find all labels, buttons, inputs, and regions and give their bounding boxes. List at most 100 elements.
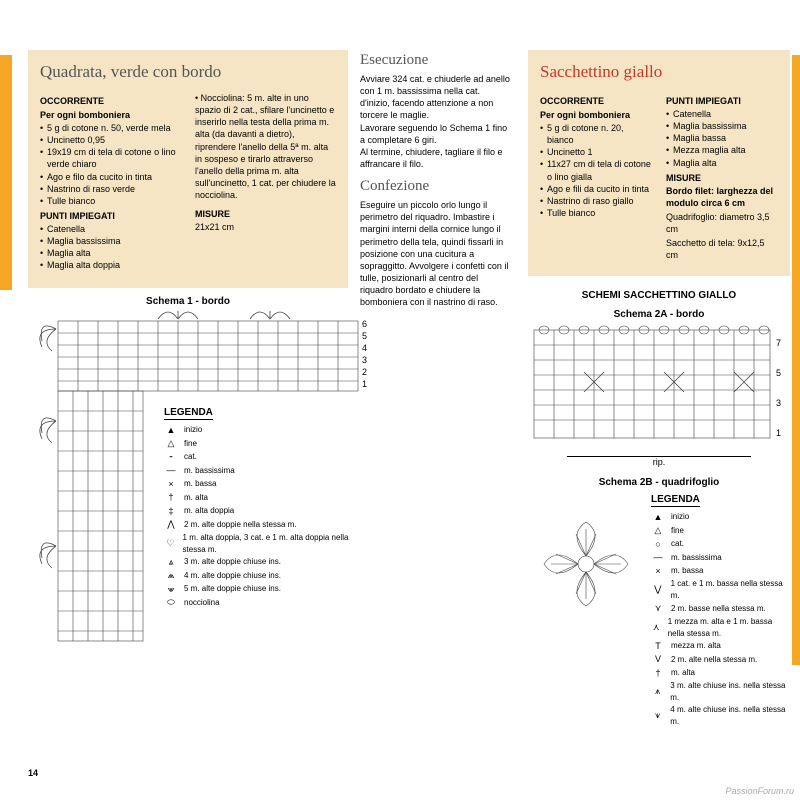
legend-symbol: ⩚ [651, 685, 664, 699]
r-punti-item: Maglia alta [666, 157, 778, 169]
r-punti-item: Maglia bassissima [666, 120, 778, 132]
confezione-text: Eseguire un piccolo orlo lungo il perime… [360, 199, 512, 308]
legend-text: 4 m. alte chiuse ins. nella stessa m. [670, 704, 790, 728]
quadrifoglio-svg [528, 494, 643, 634]
legend-symbol: V [651, 653, 665, 667]
legend-text: m. bassissima [184, 465, 235, 477]
r-occ-item: 11x27 cm di tela di cotone o lino gialla [540, 158, 652, 182]
legend-symbol: † [651, 667, 665, 681]
legend-text: 4 m. alte doppie chiuse ins. [184, 570, 281, 582]
legend-row: ♡ 1 m. alta doppia, 3 cat. e 1 m. alta do… [164, 532, 364, 556]
r-misure-line: Bordo filet: larghezza del modulo circa … [666, 185, 778, 209]
legend-text: 2 m. alte nella stessa m. [671, 654, 757, 666]
schema1-legend: LEGENDA ▲inizio△fine⁃cat.—m. bassissima×… [164, 407, 364, 610]
esecuzione-heading: Esecuzione [360, 52, 512, 69]
legend-row: ⋁1 cat. e 1 m. bassa nella stessa m. [651, 578, 790, 602]
legend-symbol: ▲ [164, 424, 178, 438]
legend-symbol: ⋏ [651, 621, 662, 635]
legend-text: cat. [671, 538, 684, 550]
page-layout: Quadrata, verde con bordo OCCORRENTE Per… [0, 0, 800, 800]
svg-text:7: 7 [776, 338, 781, 348]
legend-row: ⩕ 4 m. alte doppie chiuse ins. [164, 569, 364, 583]
legend-symbol: ⩛ [651, 709, 664, 723]
right-two-col: OCCORRENTE Per ogni bomboniera 5 g di co… [540, 92, 778, 264]
legend-row: ▲inizio [164, 424, 364, 438]
svg-text:2: 2 [362, 367, 367, 377]
occ-item: 5 g di cotone n. 50, verde mela [40, 122, 181, 134]
r-occ-item: Nastrino di raso giallo [540, 195, 652, 207]
legend-text: 3 m. alte doppie chiuse ins. [184, 556, 281, 568]
legend-symbol: ⋎ [651, 602, 665, 616]
schema2b-wrap: LEGENDA ▲inizio△fine○cat.—m. bassissima×… [528, 494, 790, 729]
occ-item: Uncinetto 0,95 [40, 134, 181, 146]
legend-text: mezza m. alta [671, 640, 721, 652]
occ-item: 19x19 cm di tela di cotone o lino verde … [40, 146, 181, 170]
r-occ-item: 5 g di cotone n. 20, bianco [540, 122, 652, 146]
legend-row: ⩛ 4 m. alte chiuse ins. nella stessa m. [651, 704, 790, 728]
r-occ-item: Tulle bianco [540, 207, 652, 219]
legend-row: V 2 m. alte nella stessa m. [651, 653, 790, 667]
schemi-sacc-title: SCHEMI SACCHETTINO GIALLO [528, 290, 790, 301]
legend-symbol: ⬭ [164, 596, 178, 610]
r-punti-heading: PUNTI IMPIEGATI [666, 96, 778, 106]
mid-column: Esecuzione Avviare 324 cat. e chiuderle … [360, 0, 520, 800]
legend-symbol: ⋀ [164, 518, 178, 532]
svg-text:5: 5 [776, 368, 781, 378]
left-title: Quadrata, verde con bordo [40, 62, 336, 82]
legend-row: × m. bassa [651, 565, 790, 579]
schema1-title: Schema 1 - bordo [28, 296, 348, 307]
punti-heading: PUNTI IMPIEGATI [40, 211, 181, 221]
legend-text: m. bassa [184, 478, 216, 490]
r-punti-item: Mezza maglia alta [666, 144, 778, 156]
legend-text: 1 cat. e 1 m. bassa nella stessa m. [671, 578, 790, 602]
legend-symbol: × [164, 478, 178, 492]
punti-item: Maglia bassissima [40, 235, 181, 247]
legend-text: m. alta [184, 492, 208, 504]
legend-symbol: — [651, 551, 665, 565]
legend2-title: LEGENDA [651, 494, 700, 507]
schema2a-svg: 1 3 5 7 [528, 324, 788, 444]
legend-symbol: ⩓ [164, 556, 178, 570]
legend-text: m. bassa [671, 565, 703, 577]
left-col2: • Nocciolina: 5 m. alte in uno spazio di… [195, 92, 336, 276]
legend-text: inizio [671, 511, 689, 523]
legend-symbol: △ [651, 524, 665, 538]
occ-item: Ago e filo da cucito in tinta [40, 171, 181, 183]
r-punti-list: Catenella Maglia bassissima Maglia bassa… [666, 108, 778, 169]
occ-heading: OCCORRENTE [40, 96, 181, 106]
legend-symbol: † [164, 491, 178, 505]
legend-row: † m. alta [651, 667, 790, 681]
legend-text: 1 m. alta doppia, 3 cat. e 1 m. alta dop… [183, 532, 364, 556]
legend-symbol: ○ [651, 538, 665, 552]
svg-text:3: 3 [362, 355, 367, 365]
legend-text: 3 m. alte chiuse ins. nella stessa m. [670, 680, 790, 704]
r-occ-heading: OCCORRENTE [540, 96, 652, 106]
legend-symbol: ⁃ [164, 451, 178, 465]
legend-text: m. alta [671, 667, 695, 679]
svg-text:1: 1 [776, 428, 781, 438]
legend-symbol: × [651, 565, 665, 579]
r-misure-heading: MISURE [666, 173, 778, 183]
legend-row: —m. bassissima [164, 464, 364, 478]
legend-text: m. alta doppia [184, 505, 234, 517]
legend-row: △fine [651, 524, 790, 538]
legend-symbol: ▲ [651, 511, 665, 525]
schema2b-title: Schema 2B - quadrifoglio [528, 477, 790, 488]
svg-text:3: 3 [776, 398, 781, 408]
left-col1: OCCORRENTE Per ogni bomboniera 5 g di co… [40, 92, 181, 276]
legend-symbol: ⩕ [164, 569, 178, 583]
legend-row: △fine [164, 437, 364, 451]
svg-text:6: 6 [362, 319, 367, 329]
r-misure-line: Quadrifoglio: diametro 3,5 cm [666, 211, 778, 235]
legend-row: ⩚ 3 m. alte chiuse ins. nella stessa m. [651, 680, 790, 704]
legend-symbol: ♡ [164, 537, 177, 551]
svg-text:1: 1 [362, 379, 367, 389]
right-col2: PUNTI IMPIEGATI Catenella Maglia bassiss… [666, 92, 778, 264]
left-info-box: Quadrata, verde con bordo OCCORRENTE Per… [28, 50, 348, 288]
legend-text: 2 m. basse nella stessa m. [671, 603, 766, 615]
watermark: PassionForum.ru [725, 786, 794, 796]
r-occ-list: 5 g di cotone n. 20, bianco Uncinetto 1 … [540, 122, 652, 219]
page-number: 14 [28, 768, 38, 778]
legend-row: ‡m. alta doppia [164, 505, 364, 519]
right-col1: OCCORRENTE Per ogni bomboniera 5 g di co… [540, 92, 652, 264]
